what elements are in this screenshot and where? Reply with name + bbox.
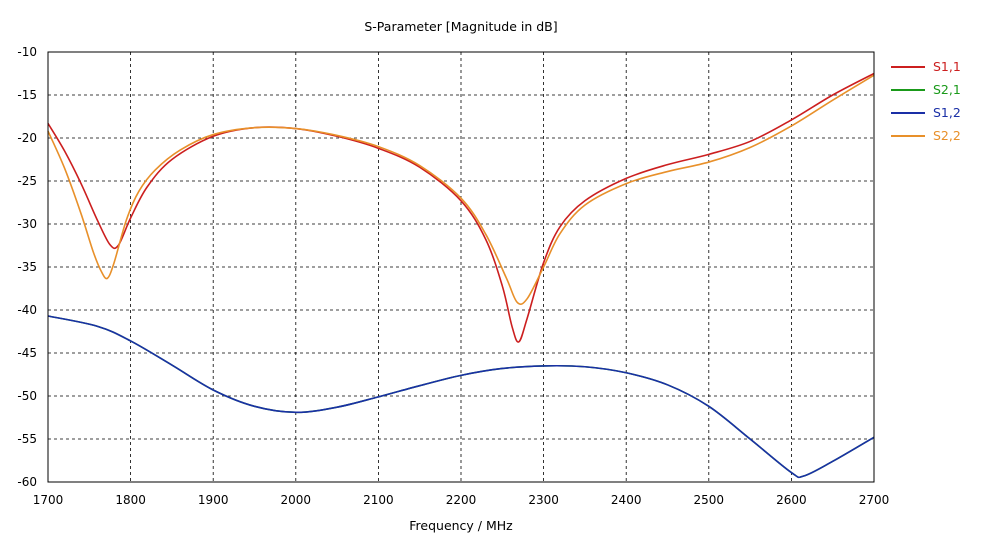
legend-label: S1,2	[933, 105, 961, 120]
x-axis-label: Frequency / MHz	[409, 518, 513, 533]
x-tick-label: 2000	[281, 493, 312, 507]
x-tick-label: 2200	[446, 493, 477, 507]
chart-title: S-Parameter [Magnitude in dB]	[364, 19, 557, 34]
y-tick-label: -15	[17, 88, 37, 102]
plot-frame	[47, 51, 875, 483]
x-tick-label: 2100	[363, 493, 394, 507]
y-tick-label: -30	[17, 217, 37, 231]
y-tick-labels: -10 -15 -20 -25 -30 -35 -40 -45 -50 -55 -60	[17, 45, 37, 489]
y-tick-label: -35	[17, 260, 37, 274]
legend-label: S2,1	[933, 82, 961, 97]
series-line-S1-2	[47, 315, 875, 479]
x-tick-label: 1900	[198, 493, 229, 507]
x-tick-labels: 1700 1800 1900 2000 2100 2200 2300 2400 2500 2600…	[33, 493, 890, 507]
series-line-S2-2	[47, 74, 875, 306]
legend-label: S2,2	[933, 128, 961, 143]
y-tick-label: -20	[17, 131, 37, 145]
legend: S1,1 S2,1 S1,2 S2,2	[891, 59, 961, 143]
x-tick-label: 2600	[776, 493, 807, 507]
grid	[48, 52, 874, 482]
x-tick-label: 1800	[115, 493, 146, 507]
y-tick-label: -60	[17, 475, 37, 489]
y-tick-label: -45	[17, 346, 37, 360]
legend-label: S1,1	[933, 59, 961, 74]
x-tick-label: 2500	[694, 493, 725, 507]
y-tick-label: -50	[17, 389, 37, 403]
y-tick-label: -55	[17, 432, 37, 446]
x-tick-label: 2700	[859, 493, 890, 507]
x-tick-label: 2300	[528, 493, 559, 507]
series-lines	[47, 72, 875, 479]
y-tick-label: -10	[17, 45, 37, 59]
x-tick-label: 2400	[611, 493, 642, 507]
y-tick-label: -25	[17, 174, 37, 188]
x-tick-label: 1700	[33, 493, 64, 507]
y-tick-label: -40	[17, 303, 37, 317]
